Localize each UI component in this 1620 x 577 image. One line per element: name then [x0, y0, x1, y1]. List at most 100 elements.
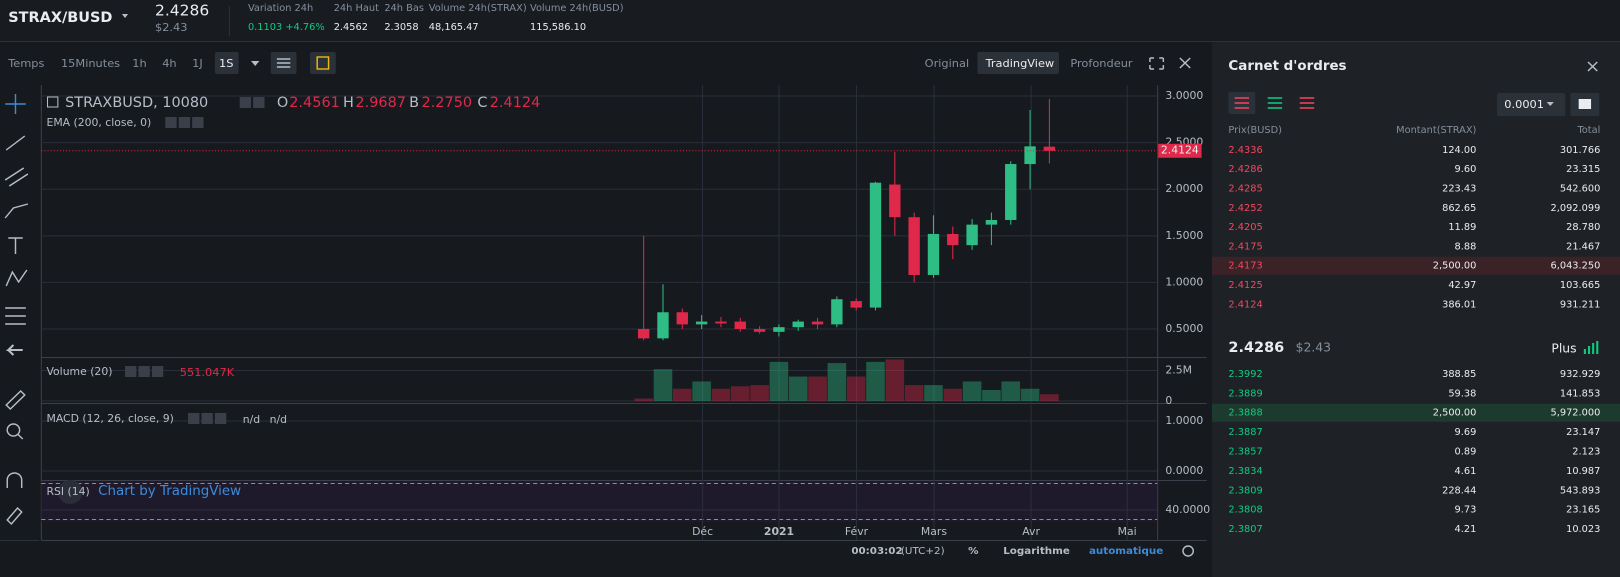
candle-body [753, 329, 766, 332]
pair-name[interactable]: STRAX/BUSD [8, 10, 112, 26]
interval-button[interactable]: 1S [219, 57, 233, 70]
row-price[interactable]: 2.3887 [1228, 427, 1262, 438]
row-amount: 4.21 [1455, 524, 1477, 535]
interval-button[interactable]: 4h [162, 57, 176, 70]
candle-body [811, 321, 824, 325]
interval-button[interactable]: 1h [132, 57, 146, 70]
trend-line-tool[interactable] [5, 135, 26, 151]
legend-button[interactable] [253, 97, 265, 108]
chart-settings[interactable] [1182, 545, 1195, 557]
row-total: 23.147 [1566, 427, 1600, 438]
view-button[interactable]: Original [925, 57, 969, 70]
ruler-tool[interactable] [5, 390, 26, 410]
legend-button[interactable] [188, 413, 200, 424]
row-amount: 124.00 [1442, 145, 1476, 156]
row-total: 543.893 [1560, 485, 1601, 496]
legend-button[interactable] [192, 117, 204, 128]
book-view-bids[interactable] [1267, 97, 1283, 109]
pair-dropdown[interactable] [121, 14, 129, 18]
legend-button[interactable] [239, 97, 252, 108]
row-price[interactable]: 2.4175 [1228, 242, 1262, 253]
precision-select[interactable] [1497, 93, 1566, 116]
legend-button[interactable] [178, 117, 191, 128]
row-price[interactable]: 2.4205 [1228, 222, 1262, 233]
more-button[interactable]: Plus [1551, 342, 1576, 356]
interval-selected[interactable] [214, 52, 239, 74]
legend-button[interactable] [151, 366, 164, 377]
row-price[interactable]: 2.3808 [1228, 505, 1262, 516]
depth-icon [1583, 341, 1599, 354]
x-tick-label: Mars [921, 525, 948, 538]
footer-log[interactable]: Logarithme [1003, 546, 1070, 557]
row-price[interactable]: 2.3857 [1228, 447, 1262, 458]
pattern-tool[interactable] [5, 269, 28, 287]
row-price[interactable]: 2.4286 [1228, 164, 1262, 175]
candle-body [695, 321, 708, 325]
volume-bar [1020, 388, 1040, 401]
y-tick-label: 0 [1165, 394, 1172, 407]
magnet-tool[interactable] [6, 472, 23, 488]
fib-tool[interactable] [5, 307, 26, 325]
view-button[interactable]: TradingView [985, 57, 1055, 70]
legend-button[interactable] [201, 413, 213, 424]
footer-auto[interactable]: automatique [1089, 546, 1163, 557]
row-price[interactable]: 2.3809 [1228, 485, 1262, 496]
book-view-asks[interactable] [1299, 97, 1315, 109]
legend-button[interactable] [125, 366, 137, 377]
candle-body [831, 299, 843, 325]
view-button[interactable]: Profondeur [1070, 57, 1133, 70]
row-price[interactable]: 2.4285 [1228, 184, 1262, 195]
back-tool[interactable] [5, 344, 23, 356]
y-tick-label: 40.0000 [1165, 503, 1210, 516]
lock-tool[interactable] [6, 506, 23, 526]
symbol-label: STRAXBUSD, 10080 [65, 95, 208, 111]
row-price[interactable]: 2.3992 [1228, 369, 1262, 380]
row-total: 23.165 [1566, 505, 1600, 516]
candle-body [792, 321, 804, 328]
view-selected[interactable] [977, 52, 1059, 74]
y-tick-label: 3.0000 [1165, 89, 1203, 102]
drawing-toolbar [0, 85, 40, 577]
legend-button[interactable] [138, 366, 150, 377]
row-price[interactable]: 2.3834 [1228, 466, 1262, 477]
channel-tool[interactable] [4, 167, 29, 187]
row-price[interactable]: 2.3807 [1228, 524, 1262, 535]
zoom-tool[interactable] [6, 423, 21, 437]
row-price[interactable]: 2.4173 [1228, 261, 1262, 272]
candle-body [715, 321, 727, 324]
indicator-button[interactable] [309, 52, 336, 74]
collapse-legend[interactable] [47, 96, 59, 108]
fullscreen-button[interactable] [1149, 57, 1165, 70]
row-price[interactable]: 2.4125 [1228, 280, 1262, 291]
candle-body [676, 312, 688, 325]
close-order-book[interactable] [1587, 61, 1598, 72]
row-price[interactable]: 2.3888 [1228, 408, 1262, 419]
interval-button[interactable]: 1J [192, 57, 203, 70]
x-tick-label: Févr [845, 525, 869, 538]
depth-bar [1583, 349, 1586, 354]
legend-button[interactable] [214, 413, 227, 424]
row-price[interactable]: 2.3889 [1228, 388, 1262, 399]
last-price-label: 2.4124 [1161, 144, 1199, 157]
row-total: 932.929 [1560, 369, 1601, 380]
row-price[interactable]: 2.4336 [1228, 145, 1262, 156]
footer-percent[interactable]: % [968, 546, 978, 557]
crosshair-tool[interactable] [5, 94, 26, 114]
row-total: 542.600 [1560, 184, 1601, 195]
text-tool[interactable] [8, 237, 23, 254]
ohlc-value: 2.4124 [490, 95, 541, 111]
row-amount: 11.89 [1448, 222, 1476, 233]
precision-value[interactable]: 0.0001 [1504, 98, 1544, 111]
interval-button[interactable]: 15Minutes [61, 57, 120, 70]
legend-button[interactable] [165, 117, 177, 128]
stat-label: Volume 24h(BUSD) [530, 3, 624, 14]
row-price[interactable]: 2.4124 [1228, 299, 1262, 310]
column-header: Total [1576, 125, 1600, 136]
brush-tool[interactable] [4, 203, 29, 219]
interval-dropdown[interactable] [251, 61, 260, 66]
watermark: Chart by TradingView [98, 484, 241, 499]
row-total: 10.023 [1566, 524, 1600, 535]
row-price[interactable]: 2.4252 [1228, 203, 1262, 214]
close-chart[interactable] [1179, 57, 1191, 69]
